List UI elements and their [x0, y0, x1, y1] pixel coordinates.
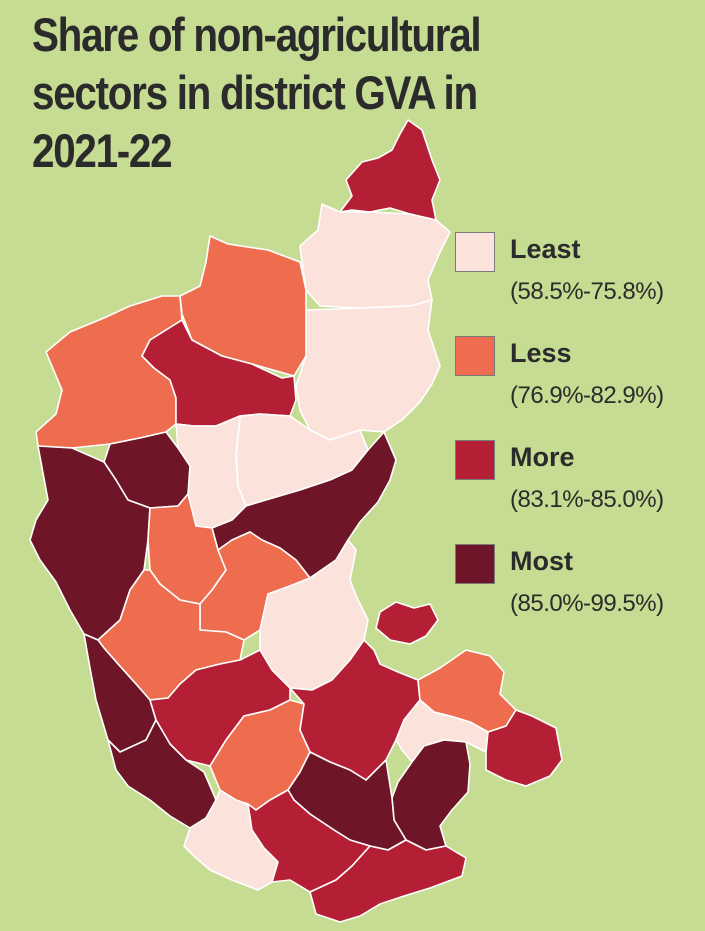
district-chamarajanagar: [309, 839, 467, 923]
title-line-2: sectors in district GVA in: [32, 66, 478, 119]
title-line-1: Share of non-agricultural: [32, 8, 482, 61]
legend-label-most: Most: [510, 546, 573, 576]
legend-label-least: Least: [510, 234, 581, 264]
legend-range-least: (58.5%-75.8%): [510, 278, 664, 305]
legend-swatch-least: [455, 232, 495, 272]
legend-range-most: (85.0%-99.5%): [510, 590, 664, 617]
district-bidar: [339, 119, 441, 221]
title-line-3: 2021-22: [32, 124, 173, 177]
district-enclave: [375, 601, 439, 645]
district-bengaluru-urban: [395, 699, 489, 763]
legend-label-less: Less: [510, 338, 572, 368]
legend-swatch-most: [455, 544, 495, 584]
legend-swatch-less: [455, 336, 495, 376]
district-ramanagara: [391, 739, 471, 851]
legend-label-more: More: [510, 442, 575, 472]
district-kalaburagi: [299, 203, 451, 309]
district-kolar: [485, 709, 563, 787]
legend-range-more: (83.1%-85.0%): [510, 486, 664, 513]
map-title: Share of non-agricultural sectors in dis…: [32, 6, 582, 180]
legend-range-less: (76.9%-82.9%): [510, 382, 664, 409]
legend-swatch-more: [455, 440, 495, 480]
district-raichur: [295, 299, 441, 441]
